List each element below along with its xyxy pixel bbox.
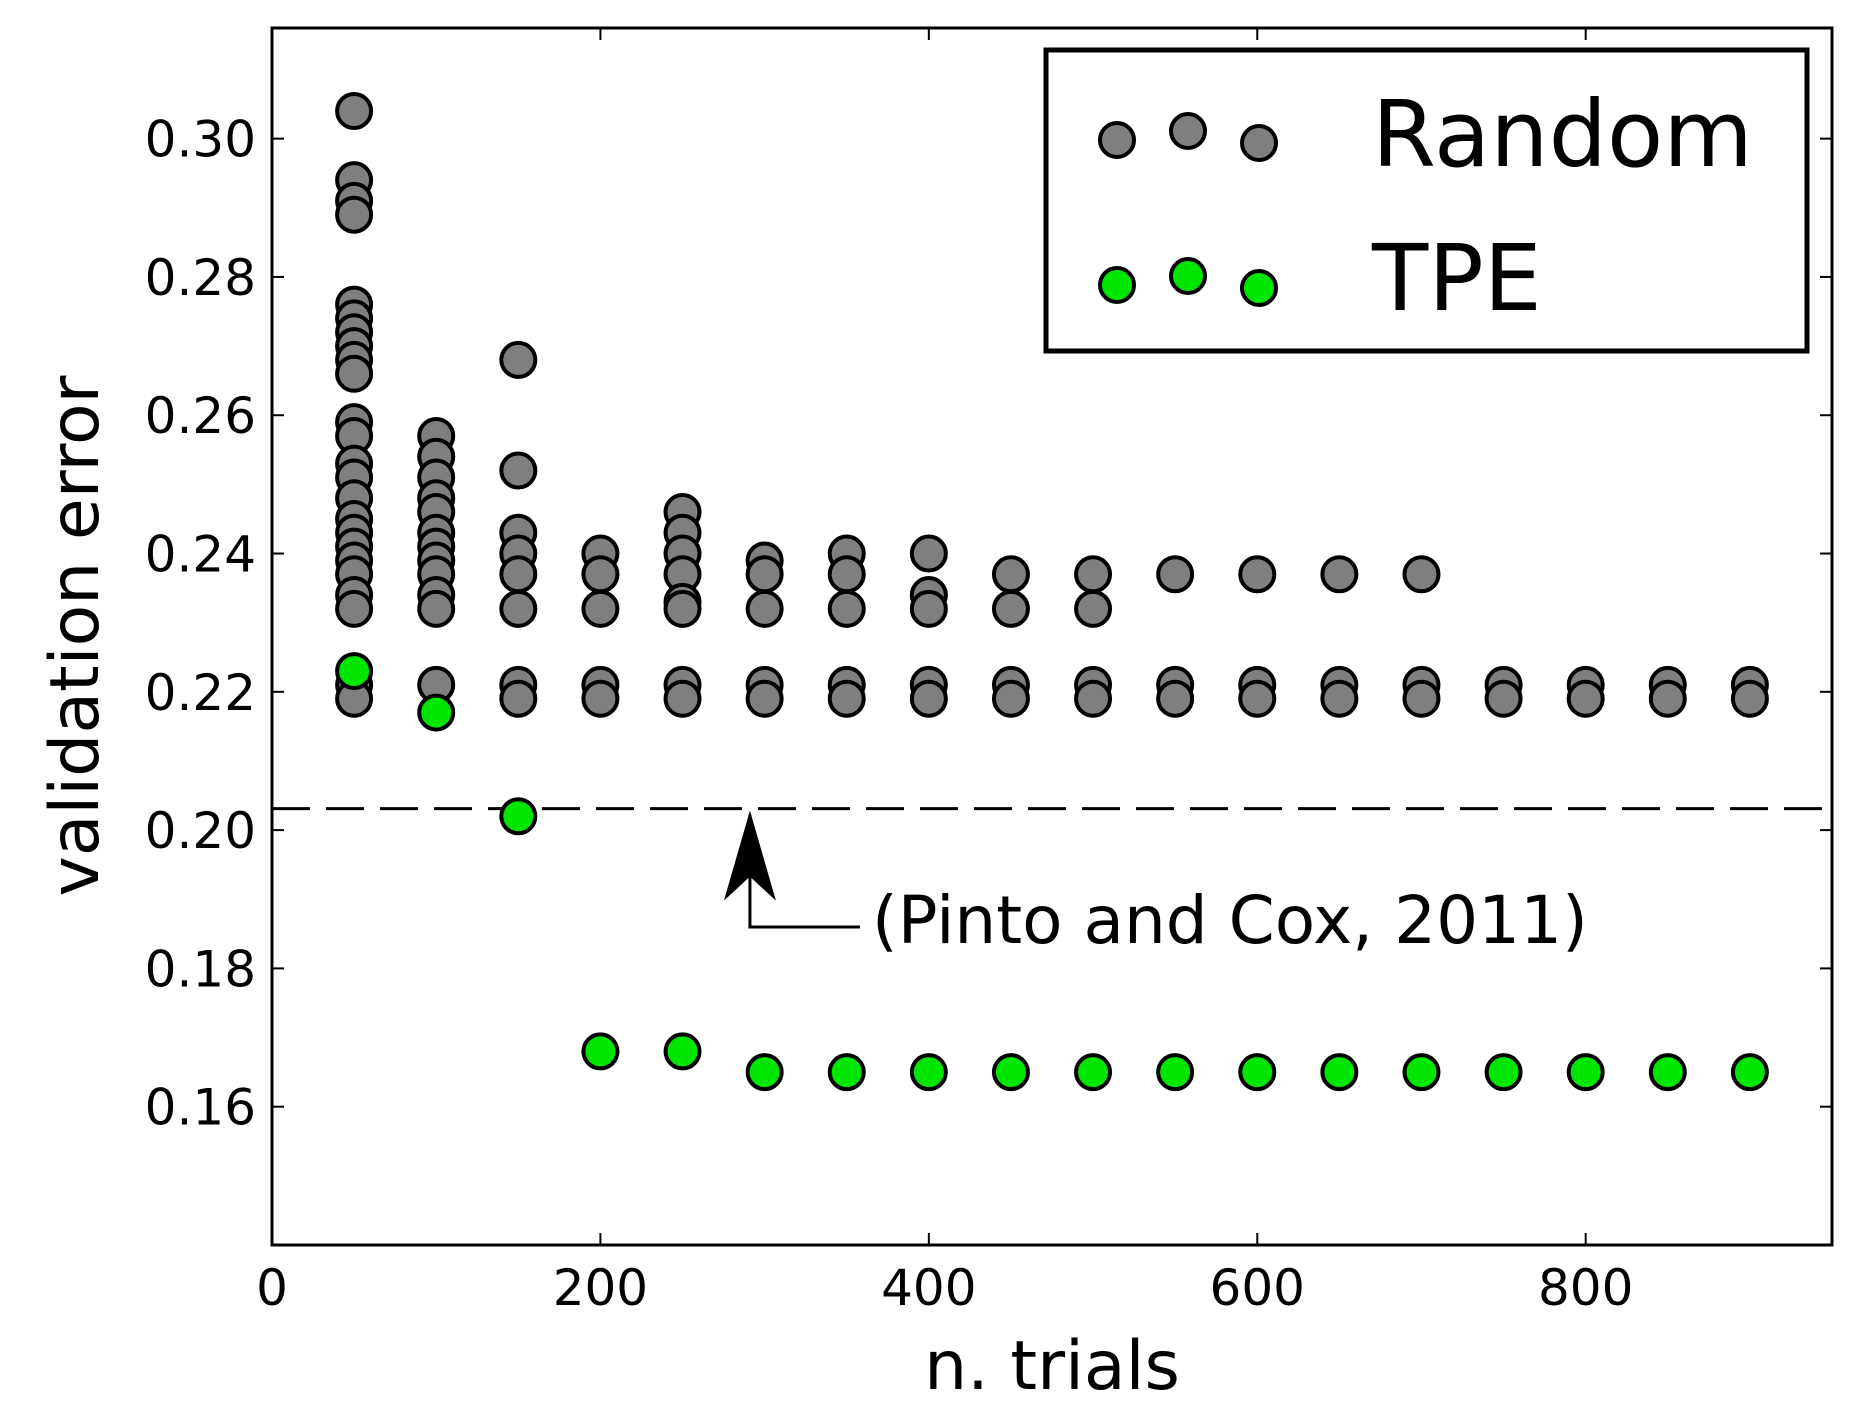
y-tick-label: 0.30 [145,111,256,169]
random-point [1074,589,1113,628]
random-point [663,679,702,718]
legend-markers-tpe [1098,257,1278,307]
y-tick-label: 0.24 [145,526,256,584]
random-point [1402,555,1441,594]
random-point [827,589,866,628]
tpe-point [335,652,374,691]
y-tick-label: 0.22 [145,664,256,722]
random-point [745,679,784,718]
random-point [499,679,538,718]
random-point [1074,555,1113,594]
random-point [1648,679,1687,718]
x-tick-label: 600 [1210,1259,1305,1317]
y-tick-label: 0.20 [145,802,256,860]
random-point [909,679,948,718]
points-layer [335,91,1769,1092]
random-point [1320,679,1359,718]
tpe-point [1648,1053,1687,1092]
annotation-text: (Pinto and Cox, 2011) [872,882,1588,959]
random-point [417,589,456,628]
legend-markers-random [1098,112,1278,162]
x-tick-label: 200 [553,1259,648,1317]
tpe-point [1402,1053,1441,1092]
tpe-point [745,1053,784,1092]
random-point [1074,679,1113,718]
tpe-point [581,1032,620,1071]
random-point [991,679,1030,718]
series-tpe [335,652,1769,1092]
tpe-point [827,1053,866,1092]
tpe-point [1320,1053,1359,1092]
random-point [581,555,620,594]
random-point [499,555,538,594]
random-point [1156,679,1195,718]
random-point [745,589,784,628]
x-axis-label: n. trials [924,1327,1180,1406]
tpe-point [1156,1053,1195,1092]
random-point [335,354,374,393]
random-point [991,555,1030,594]
random-point [581,679,620,718]
tpe-point [499,797,538,836]
random-point [1238,679,1277,718]
random-point [1484,679,1523,718]
series-random [335,91,1769,718]
plot-frame [270,26,1834,1247]
tpe-point [663,1032,702,1071]
tpe-point [417,693,456,732]
ticks-layer: 0 200 400 600 800 0.16 0.18 0.20 0.22 0.24 0.26 0.2… [145,28,1832,1317]
legend-marker-random [1169,112,1207,150]
random-point [909,589,948,628]
random-point [581,589,620,628]
y-tick-label: 0.28 [145,249,256,307]
random-point [335,195,374,234]
annotation-arrow-head [723,810,776,901]
random-point [827,555,866,594]
legend-marker-random [1240,124,1278,162]
legend: Random TPE [1043,47,1810,354]
legend-marker-tpe [1169,257,1207,295]
y-tick-label: 0.16 [145,1079,256,1137]
legend-box [1043,47,1810,354]
y-axis-label: validation error [36,375,115,896]
random-point [827,679,866,718]
legend-marker-random [1098,121,1136,159]
annotation-layer: (Pinto and Cox, 2011) [723,810,1588,959]
random-point [1238,555,1277,594]
random-point [991,589,1030,628]
y-tick-label: 0.18 [145,940,256,998]
random-point [499,589,538,628]
random-point [663,589,702,628]
random-point [499,340,538,379]
random-point [1566,679,1605,718]
tpe-point [1484,1053,1523,1092]
tpe-point [1074,1053,1113,1092]
tpe-point [1566,1053,1605,1092]
x-tick-label: 400 [881,1259,976,1317]
legend-label-random: Random [1372,81,1753,188]
legend-marker-tpe [1098,266,1136,304]
random-point [1156,555,1195,594]
random-point [1402,679,1441,718]
random-point [335,589,374,628]
random-point [909,534,948,573]
y-tick-label: 0.26 [145,387,256,445]
tpe-point [1730,1053,1769,1092]
tpe-point [1238,1053,1277,1092]
random-point [745,555,784,594]
x-tick-label: 800 [1538,1259,1633,1317]
random-point [335,91,374,130]
random-point [499,451,538,490]
tpe-point [991,1053,1030,1092]
random-point [1730,679,1769,718]
x-tick-label: 0 [256,1259,288,1317]
tpe-point [909,1053,948,1092]
legend-label-tpe: TPE [1371,225,1542,332]
legend-marker-tpe [1240,269,1278,307]
random-point [1320,555,1359,594]
